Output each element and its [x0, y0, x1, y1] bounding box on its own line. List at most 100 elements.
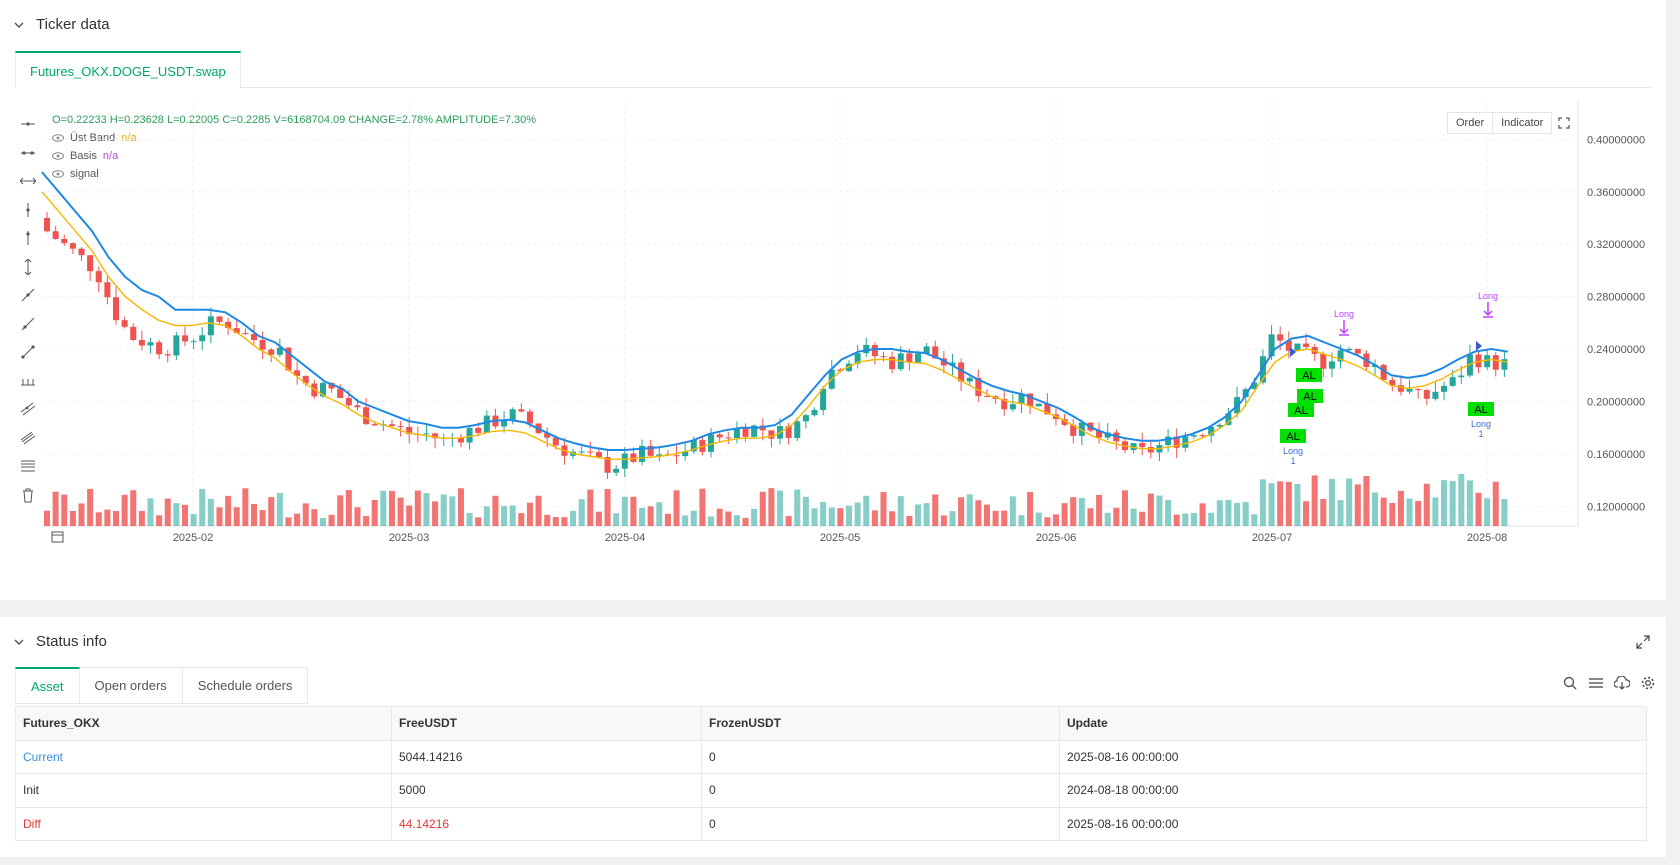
fib-retracement-icon[interactable] [17, 452, 39, 481]
volume-bar [914, 504, 922, 526]
x-tick-label: 2025-07 [1252, 532, 1292, 544]
volume-bar [1372, 492, 1379, 526]
col-futures-okx: Futures_OKX [15, 706, 392, 741]
chevron-down-icon[interactable] [14, 637, 24, 647]
list-icon[interactable] [1588, 675, 1604, 691]
vertical-ray-icon[interactable] [17, 196, 39, 225]
vertical-extended-line-icon[interactable] [17, 253, 39, 282]
volume-bar [130, 490, 137, 526]
horizontal-ray-icon[interactable] [17, 110, 39, 139]
volume-bar [388, 491, 395, 526]
volume-bar [1052, 514, 1059, 526]
ticker-panel: Ticker data Futures_OKX.DOGE_USDT.swap O… [0, 0, 1666, 600]
horizontal-line-icon[interactable] [17, 139, 39, 168]
volume-bar [587, 489, 594, 526]
volume-bar [1027, 491, 1034, 526]
eye-icon[interactable] [52, 152, 64, 160]
cell-frozen-usdt: 0 [701, 806, 1060, 841]
volume-bar [1173, 514, 1180, 526]
tab-symbol[interactable]: Futures_OKX.DOGE_USDT.swap [15, 51, 241, 88]
candle-body [1173, 436, 1180, 448]
candle-body [337, 388, 344, 399]
signal-note: Long [1283, 446, 1303, 456]
candle-body [1303, 343, 1310, 348]
candle-body [354, 405, 361, 408]
gear-icon[interactable] [1640, 675, 1656, 691]
x-tick-label: 2025-03 [389, 532, 429, 544]
table-row: Current 5044.14216 0 2025-08-16 00:00:00 [15, 739, 1647, 774]
x-tick-label: 2025-02 [173, 532, 213, 544]
ticker-header[interactable]: Ticker data [14, 16, 110, 33]
y-tick-label: 0.28000000 [1587, 292, 1645, 304]
volume-bar [1104, 512, 1111, 526]
legend-upper-band[interactable]: Üst Band n/a [52, 129, 536, 147]
volume-bar [570, 511, 577, 526]
volume-bar [181, 504, 189, 526]
candle-body [380, 424, 387, 426]
volume-bar [1337, 500, 1344, 526]
price-chart[interactable]: O=0.22233 H=0.23628 L=0.22005 C=0.2285 V… [0, 100, 1666, 590]
candle-body [1423, 390, 1430, 399]
volume-bar [932, 494, 939, 526]
tab-schedule-orders[interactable]: Schedule orders [182, 667, 309, 704]
candle-body [388, 424, 395, 427]
volume-bar [802, 496, 809, 526]
expand-icon[interactable] [1636, 635, 1650, 649]
candle-body [432, 433, 439, 439]
volume-bar [44, 510, 51, 526]
candle-body [699, 439, 706, 452]
volume-bar [992, 510, 999, 526]
tab-open-orders[interactable]: Open orders [79, 667, 183, 704]
candle-body [845, 363, 853, 372]
trend-line-icon[interactable] [17, 281, 39, 310]
row-label-current[interactable]: Current [15, 739, 392, 774]
vertical-line-icon[interactable] [17, 224, 39, 253]
volume-bar [923, 503, 930, 526]
volume-bar [509, 505, 516, 526]
indicator-button[interactable]: Indicator [1493, 112, 1553, 134]
ray-line-icon[interactable] [17, 310, 39, 339]
volume-bar [268, 497, 275, 526]
volume-bar [897, 496, 904, 526]
volume-bar [716, 508, 723, 526]
fib-channel-icon[interactable] [17, 424, 39, 453]
candle-body [966, 377, 973, 382]
candle-body [1087, 422, 1094, 431]
candle-body [535, 423, 542, 434]
candle-body [621, 453, 628, 469]
volume-bar [1035, 512, 1042, 526]
legend-signal[interactable]: signal [52, 165, 536, 183]
candle-body [492, 415, 499, 427]
eye-icon[interactable] [52, 134, 64, 142]
volume-bar [311, 509, 318, 526]
legend-basis[interactable]: Basis n/a [52, 147, 536, 165]
trash-icon[interactable] [17, 481, 39, 510]
candle-body [785, 426, 792, 438]
volume-bar [501, 506, 508, 526]
parallel-channel-icon[interactable] [17, 395, 39, 424]
cloud-download-icon[interactable] [1614, 675, 1630, 691]
entry-triangle [1290, 347, 1296, 357]
volume-bar [1346, 478, 1353, 526]
candle-body [630, 453, 637, 462]
eye-icon[interactable] [52, 170, 64, 178]
tab-asset[interactable]: Asset [15, 667, 80, 704]
fullscreen-icon[interactable] [1552, 112, 1576, 134]
segment-line-icon[interactable] [17, 338, 39, 367]
candle-body [1432, 391, 1439, 399]
volume-bar [69, 510, 76, 526]
candle-body [1441, 385, 1448, 392]
candle-body [1242, 389, 1249, 398]
volume-bar [1397, 490, 1404, 526]
price-line-icon[interactable] [17, 367, 39, 396]
chevron-down-icon[interactable] [14, 20, 24, 30]
candle-body [742, 428, 749, 437]
status-header[interactable]: Status info [14, 633, 107, 650]
horizontal-extended-line-icon[interactable] [17, 167, 39, 196]
cell-frozen-usdt: 0 [701, 773, 1060, 808]
order-button[interactable]: Order [1447, 112, 1494, 134]
volume-bar [1070, 497, 1077, 526]
search-icon[interactable] [1562, 675, 1578, 691]
volume-bar [535, 495, 542, 526]
candle-body [716, 434, 723, 438]
